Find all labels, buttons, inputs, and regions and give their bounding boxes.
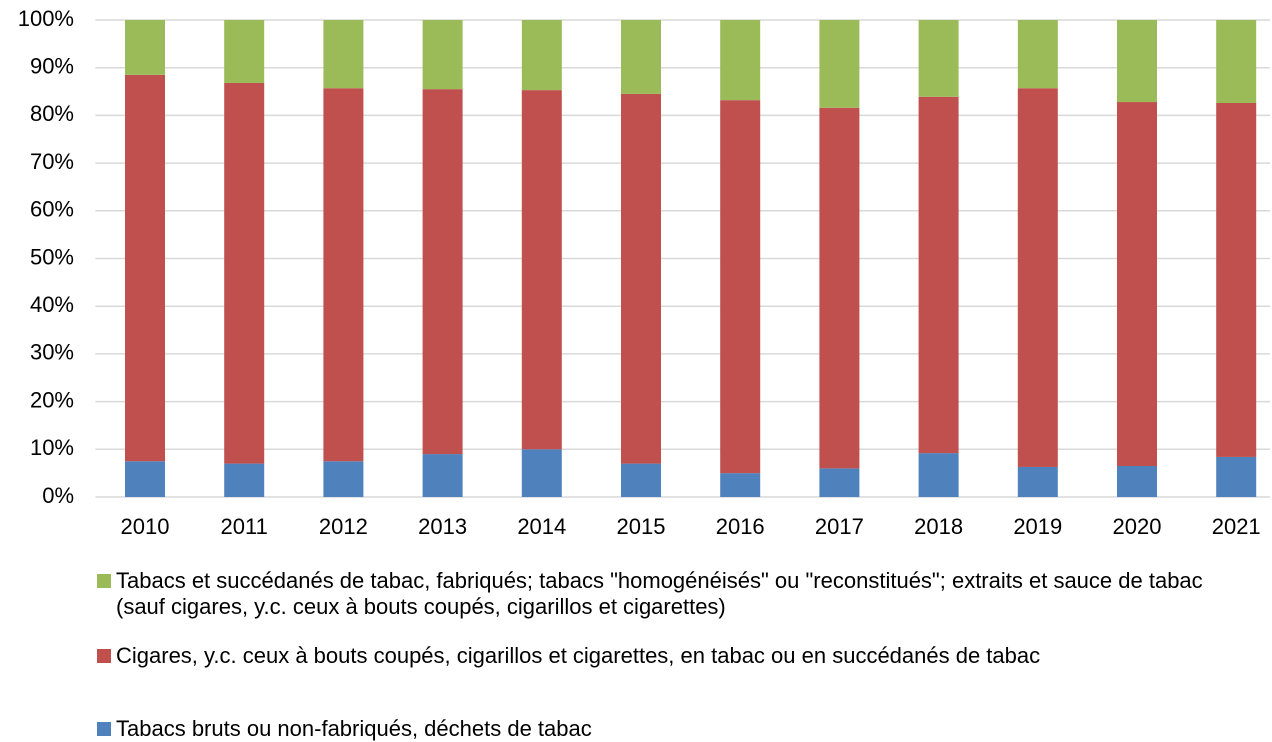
bar-segment <box>125 74 165 462</box>
x-tick-label: 2019 <box>1013 514 1062 539</box>
chart: 0% 10% 20% 30% 40% 50% 60% 70% 80% 90% 100% 2010 201… <box>18 6 1270 539</box>
x-tick-label: 2018 <box>914 514 963 539</box>
x-tick-label: 2016 <box>716 514 765 539</box>
x-tick-label: 2020 <box>1113 514 1162 539</box>
bar-segment <box>1216 456 1257 497</box>
legend-label: Cigares, y.c. ceux à bouts coupés, cigar… <box>116 643 1041 668</box>
bar-segment <box>125 20 165 75</box>
bar-segment <box>323 88 364 462</box>
x-tick-label: 2014 <box>517 514 566 539</box>
y-tick-label: 90% <box>30 54 74 79</box>
bar-segment <box>819 20 860 108</box>
bar-segment <box>819 107 860 469</box>
bar-segment <box>621 93 661 464</box>
legend-item: Cigares, y.c. ceux à bouts coupés, cigar… <box>97 643 1237 669</box>
legend-label: Tabacs et succédanés de tabac, fabriqués… <box>116 568 1203 619</box>
x-tick-label: 2012 <box>319 514 368 539</box>
legend-swatch <box>97 722 111 736</box>
bar-segment <box>521 20 562 91</box>
bar-segment <box>224 82 265 464</box>
bar-segment <box>1017 466 1058 497</box>
legend-swatch <box>97 574 111 588</box>
y-tick-label: 80% <box>30 101 74 126</box>
bar-segment <box>1017 20 1058 89</box>
y-tick-label: 100% <box>18 6 74 31</box>
x-tick-label: 2015 <box>617 514 666 539</box>
legend-item: Tabacs bruts ou non-fabriqués, déchets d… <box>97 716 1237 742</box>
legend-item: Tabacs et succédanés de tabac, fabriqués… <box>97 568 1237 620</box>
bar-segment <box>422 20 463 90</box>
bar-segment <box>1117 20 1157 103</box>
bar-segment <box>422 454 463 497</box>
legend-label: Tabacs bruts ou non-fabriqués, déchets d… <box>116 716 592 741</box>
y-tick-label: 40% <box>30 292 74 317</box>
bar-segment <box>1017 88 1058 467</box>
bar-segment <box>819 468 860 497</box>
y-tick-label: 0% <box>42 483 74 508</box>
bar-segment <box>1117 465 1157 497</box>
bar-segment <box>720 20 761 101</box>
x-tick-label: 2013 <box>418 514 467 539</box>
bar-segment <box>521 449 562 497</box>
bar-segment <box>224 20 265 83</box>
y-tick-label: 20% <box>30 387 74 412</box>
bar-segment <box>621 20 661 94</box>
x-tick-label: 2017 <box>815 514 864 539</box>
y-tick-label: 60% <box>30 197 74 222</box>
bar-segment <box>521 90 562 450</box>
y-tick-label: 50% <box>30 244 74 269</box>
bar-segment <box>1216 20 1257 103</box>
bar-segment <box>918 20 959 97</box>
y-tick-label: 70% <box>30 149 74 174</box>
bar-segment <box>1216 102 1257 457</box>
bar-segment <box>720 473 761 497</box>
x-tick-label: 2010 <box>121 514 170 539</box>
bar-segment <box>918 96 959 454</box>
y-tick-label: 10% <box>30 435 74 460</box>
bar-segment <box>125 461 165 497</box>
y-tick-label: 30% <box>30 340 74 365</box>
bar-segment <box>1117 102 1157 466</box>
bar-segment <box>224 463 265 497</box>
bar-segment <box>422 89 463 455</box>
bar-segment <box>323 20 364 89</box>
x-tick-label: 2011 <box>221 514 268 539</box>
x-tick-label: 2021 <box>1212 514 1261 539</box>
bar-segment <box>323 461 364 497</box>
bar-segment <box>918 453 959 497</box>
bar-segment <box>720 100 761 474</box>
bar-segment <box>621 463 661 497</box>
legend-swatch <box>97 649 111 663</box>
